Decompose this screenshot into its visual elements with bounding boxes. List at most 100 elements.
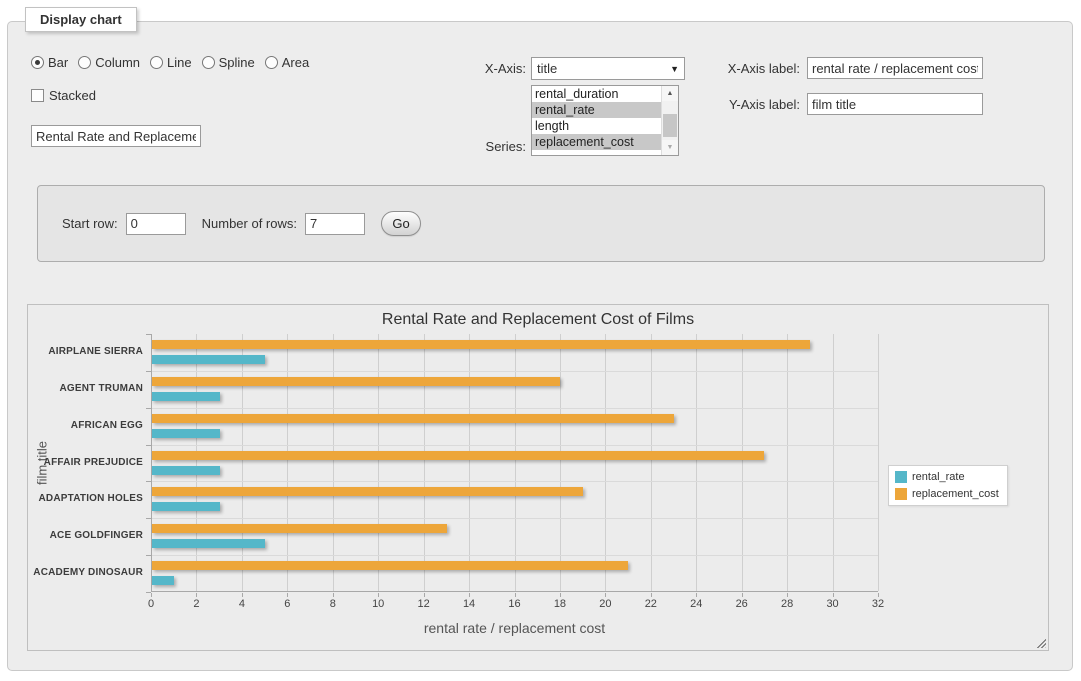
x-tick-label: 32 bbox=[858, 598, 898, 610]
radio-button[interactable] bbox=[78, 56, 91, 69]
x-tick bbox=[424, 593, 425, 597]
category-label: AFFAIR PREJUDICE bbox=[28, 445, 143, 482]
category-gridline bbox=[152, 371, 878, 372]
chart-x-axis-title: rental rate / replacement cost bbox=[151, 620, 878, 636]
gridline bbox=[196, 334, 197, 591]
chart-title-input[interactable] bbox=[31, 125, 201, 147]
bar-replacement_cost[interactable] bbox=[152, 377, 560, 386]
stacked-checkbox-row[interactable]: Stacked bbox=[31, 88, 96, 103]
series-options: rental_durationrental_ratelengthreplacem… bbox=[532, 86, 661, 155]
x-tick bbox=[151, 593, 152, 597]
radio-button[interactable] bbox=[202, 56, 215, 69]
y-tick bbox=[146, 592, 151, 593]
radio-button[interactable] bbox=[31, 56, 44, 69]
category-label: ACE GOLDFINGER bbox=[28, 518, 143, 555]
row-range-panel: Start row: Number of rows: Go bbox=[37, 185, 1045, 262]
radio-button[interactable] bbox=[265, 56, 278, 69]
legend-label: rental_rate bbox=[912, 471, 965, 483]
gridline bbox=[242, 334, 243, 591]
bar-replacement_cost[interactable] bbox=[152, 524, 447, 533]
bar-replacement_cost[interactable] bbox=[152, 451, 764, 460]
y-tick bbox=[146, 334, 151, 335]
start-row-input[interactable] bbox=[126, 213, 186, 235]
x-axis-label-input[interactable] bbox=[807, 57, 983, 79]
series-option-replacement_cost[interactable]: replacement_cost bbox=[532, 134, 661, 150]
x-tick-label: 18 bbox=[540, 598, 580, 610]
resize-grip-icon[interactable] bbox=[1035, 637, 1046, 648]
num-rows-input[interactable] bbox=[305, 213, 365, 235]
x-tick-label: 16 bbox=[495, 598, 535, 610]
radio-label: Line bbox=[167, 55, 192, 70]
chart-title: Rental Rate and Replacement Cost of Film… bbox=[28, 311, 1048, 329]
display-chart-panel: BarColumnLineSplineArea Stacked X-Axis: … bbox=[7, 21, 1073, 671]
gridline bbox=[287, 334, 288, 591]
x-tick-label: 4 bbox=[222, 598, 262, 610]
x-tick-label: 22 bbox=[631, 598, 671, 610]
y-tick bbox=[146, 481, 151, 482]
x-tick-label: 12 bbox=[404, 598, 444, 610]
legend-item-replacement_cost[interactable]: replacement_cost bbox=[895, 488, 999, 500]
x-tick bbox=[878, 593, 879, 597]
x-tick-label: 0 bbox=[131, 598, 171, 610]
series-option-rental_rate[interactable]: rental_rate bbox=[532, 102, 661, 118]
legend-label: replacement_cost bbox=[912, 488, 999, 500]
chart-type-radio-area[interactable]: Area bbox=[265, 55, 309, 70]
y-axis-label-input[interactable] bbox=[807, 93, 983, 115]
bar-rental_rate[interactable] bbox=[152, 355, 265, 364]
bar-rental_rate[interactable] bbox=[152, 576, 174, 585]
x-tick-label: 2 bbox=[176, 598, 216, 610]
bar-replacement_cost[interactable] bbox=[152, 340, 810, 349]
bar-replacement_cost[interactable] bbox=[152, 561, 628, 570]
bar-rental_rate[interactable] bbox=[152, 502, 220, 511]
x-tick-label: 14 bbox=[449, 598, 489, 610]
listbox-scrollbar[interactable]: ▲ ▼ bbox=[661, 86, 678, 155]
bar-rental_rate[interactable] bbox=[152, 539, 265, 548]
gridline bbox=[469, 334, 470, 591]
series-option-length[interactable]: length bbox=[532, 118, 661, 134]
chart-type-radio-bar[interactable]: Bar bbox=[31, 55, 68, 70]
x-tick bbox=[469, 593, 470, 597]
x-axis-selected-value: title bbox=[537, 61, 557, 76]
gridline bbox=[378, 334, 379, 591]
scroll-up-icon[interactable]: ▲ bbox=[662, 86, 678, 101]
gridline bbox=[742, 334, 743, 591]
radio-button[interactable] bbox=[150, 56, 163, 69]
x-tick bbox=[651, 593, 652, 597]
x-tick-label: 30 bbox=[813, 598, 853, 610]
bar-replacement_cost[interactable] bbox=[152, 414, 674, 423]
gridline bbox=[833, 334, 834, 591]
go-button[interactable]: Go bbox=[381, 211, 421, 236]
x-axis-select-label: X-Axis: bbox=[431, 61, 526, 76]
category-label: ACADEMY DINOSAUR bbox=[28, 555, 143, 592]
chart-type-radio-group: Bar Column Line Spline Area bbox=[31, 55, 309, 70]
series-option-rental_duration[interactable]: rental_duration bbox=[532, 86, 661, 102]
x-axis-select[interactable]: title ▼ bbox=[531, 57, 685, 80]
stacked-checkbox[interactable] bbox=[31, 89, 44, 102]
y-tick bbox=[146, 518, 151, 519]
x-tick bbox=[333, 593, 334, 597]
y-tick bbox=[146, 371, 151, 372]
category-gridline bbox=[152, 555, 878, 556]
x-tick bbox=[605, 593, 606, 597]
category-label: AGENT TRUMAN bbox=[28, 371, 143, 408]
bar-rental_rate[interactable] bbox=[152, 429, 220, 438]
panel-title: Display chart bbox=[25, 7, 137, 32]
bar-replacement_cost[interactable] bbox=[152, 487, 583, 496]
x-axis-label-text: X-Axis label: bbox=[708, 61, 800, 76]
scrollbar-thumb[interactable] bbox=[663, 114, 677, 137]
category-label: AFRICAN EGG bbox=[28, 408, 143, 445]
chart-type-radio-column[interactable]: Column bbox=[78, 55, 140, 70]
series-listbox[interactable]: rental_durationrental_ratelengthreplacem… bbox=[531, 85, 679, 156]
x-tick-label: 24 bbox=[676, 598, 716, 610]
page: Display chart Bar Column Line Spline Area St… bbox=[0, 0, 1081, 681]
gridline bbox=[651, 334, 652, 591]
radio-label: Column bbox=[95, 55, 140, 70]
legend-item-rental_rate[interactable]: rental_rate bbox=[895, 471, 999, 483]
bar-rental_rate[interactable] bbox=[152, 466, 220, 475]
bar-rental_rate[interactable] bbox=[152, 392, 220, 401]
gridline bbox=[696, 334, 697, 591]
chart-type-radio-line[interactable]: Line bbox=[150, 55, 192, 70]
chart-type-radio-spline[interactable]: Spline bbox=[202, 55, 255, 70]
scroll-down-icon[interactable]: ▼ bbox=[662, 140, 678, 155]
series-listbox-label: Series: bbox=[431, 139, 526, 154]
